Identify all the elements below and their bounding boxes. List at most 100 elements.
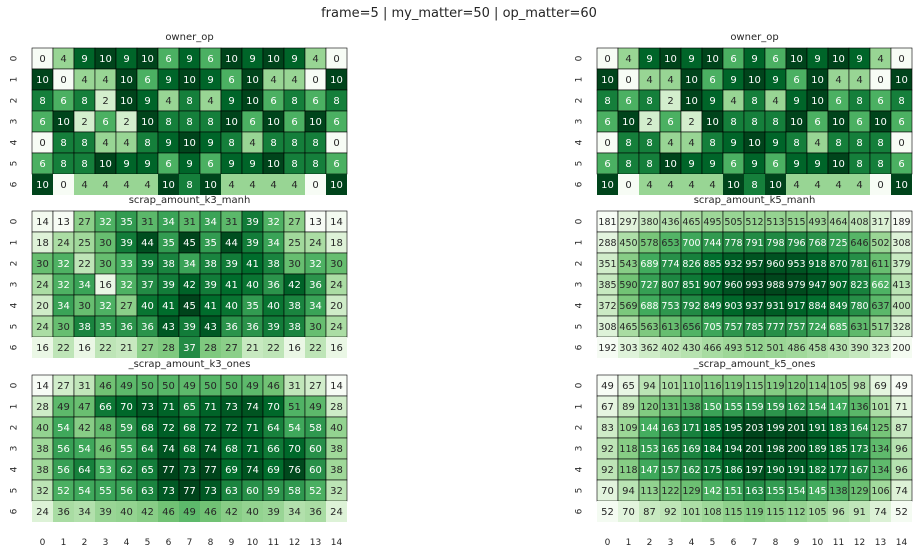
heatmap-3-value-6-13: 323	[871, 343, 889, 354]
heatmap-2-cell-6-4	[116, 337, 137, 358]
figure-suptitle: frame=5 | my_matter=50 | op_matter=60	[321, 6, 597, 21]
heatmap-5-value-0-10: 114	[808, 381, 826, 392]
heatmap-5-value-2-7: 203	[745, 423, 763, 434]
heatmap-3-value-6-8: 501	[766, 343, 784, 354]
heatmap-4-value-0-0: 14	[36, 381, 49, 392]
heatmap-0-value-2-2: 8	[81, 96, 87, 107]
heatmap-4-value-0-8: 50	[204, 381, 217, 392]
heatmap-0-value-5-14: 6	[333, 159, 339, 170]
heatmap-5-value-3-5: 184	[703, 444, 721, 455]
heatmap-5-value-0-11: 105	[829, 381, 847, 392]
heatmap-1-value-4-4: 4	[688, 138, 694, 149]
heatmap-5-value-1-4: 138	[682, 402, 700, 413]
heatmap-2-value-2-11: 38	[267, 259, 280, 270]
heatmap-5-value-6-1: 70	[622, 507, 635, 518]
heatmap-0-cell-6-6	[158, 174, 179, 195]
heatmap-3-value-2-2: 689	[640, 259, 658, 270]
heatmap-5-value-1-7: 159	[745, 402, 763, 413]
heatmap-0-value-0-2: 9	[81, 54, 87, 65]
heatmap-0-cell-6-10	[242, 174, 263, 195]
heatmap-0-value-1-2: 4	[81, 75, 87, 86]
heatmap-1-cell-6-2	[639, 174, 660, 195]
heatmap-5-value-2-11: 183	[829, 423, 847, 434]
heatmap-1-value-5-8: 6	[772, 159, 778, 170]
heatmap-4-value-5-13: 52	[309, 486, 322, 497]
heatmap-5-value-5-2: 113	[640, 486, 658, 497]
heatmap-1-value-4-7: 10	[748, 138, 761, 149]
heatmap-3-value-1-1: 450	[619, 238, 637, 249]
heatmap-5-value-5-8: 155	[766, 486, 784, 497]
heatmap-2-cell-6-0	[32, 337, 53, 358]
heatmap-1-value-1-5: 6	[709, 75, 715, 86]
heatmap-4-value-6-9: 42	[225, 507, 238, 518]
heatmap-2-value-2-14: 30	[330, 259, 343, 270]
heatmap-3-cell-6-9	[786, 337, 807, 358]
heatmap-1-title: owner_op	[730, 32, 778, 43]
heatmap-5-value-4-4: 162	[682, 465, 700, 476]
heatmap-3-ytick-5: 5	[575, 324, 585, 330]
heatmap-4-value-5-8: 73	[204, 486, 217, 497]
heatmap-0-value-5-6: 6	[165, 159, 171, 170]
heatmap-2-value-5-0: 24	[36, 322, 49, 333]
heatmap-3-value-3-9: 979	[787, 280, 805, 291]
heatmap-3-value-6-4: 430	[682, 343, 700, 354]
heatmap-1-cell-6-14	[891, 174, 912, 195]
heatmap-4-value-3-9: 68	[225, 444, 238, 455]
heatmap-4-value-5-3: 55	[99, 486, 112, 497]
heatmap-1-value-0-1: 4	[625, 54, 631, 65]
heatmap-3-value-4-11: 849	[829, 301, 847, 312]
heatmap-2-value-3-2: 34	[78, 280, 91, 291]
heatmap-1-value-6-14: 10	[895, 180, 908, 191]
heatmap-3-value-3-5: 907	[703, 280, 721, 291]
heatmap-0-cell-6-4	[116, 174, 137, 195]
heatmap-4-xtick-1: 1	[61, 538, 67, 548]
heatmap-2-cell-6-9	[221, 337, 242, 358]
heatmap-5-value-4-5: 175	[703, 465, 721, 476]
heatmap-0-value-3-13: 10	[309, 117, 322, 128]
heatmap-2-ytick-1: 1	[10, 240, 20, 246]
heatmap-5-value-5-3: 122	[661, 486, 679, 497]
heatmap-5-value-6-13: 74	[874, 507, 887, 518]
heatmap-3-value-0-13: 317	[871, 217, 889, 228]
heatmap-2-value-2-4: 33	[120, 259, 133, 270]
heatmap-3-value-3-6: 960	[724, 280, 742, 291]
heatmap-2-value-3-6: 39	[162, 280, 175, 291]
heatmap-0-value-6-0: 10	[36, 180, 49, 191]
heatmap-2-value-2-13: 32	[309, 259, 322, 270]
heatmap-2-value-0-0: 14	[36, 217, 49, 228]
heatmap-2-value-1-11: 34	[267, 238, 280, 249]
heatmap-3-value-4-14: 400	[892, 301, 910, 312]
heatmap-4-value-6-13: 36	[309, 507, 322, 518]
heatmap-0-cell-6-11	[263, 174, 284, 195]
heatmap-4-xtick-13: 13	[310, 538, 321, 548]
heatmap-4-cell-6-0	[32, 501, 53, 522]
heatmap-1-value-2-0: 8	[604, 96, 610, 107]
heatmap-5-value-1-3: 131	[661, 402, 679, 413]
heatmap-2-value-6-1: 22	[57, 343, 70, 354]
heatmap-2-value-0-2: 27	[78, 217, 91, 228]
heatmap-2-value-1-5: 44	[141, 238, 154, 249]
heatmap-5-cell-6-3	[660, 501, 681, 522]
heatmap-5-value-2-10: 191	[808, 423, 826, 434]
heatmap-4-value-5-9: 63	[225, 486, 238, 497]
heatmap-0-value-1-7: 10	[183, 75, 196, 86]
heatmap-0-value-5-4: 9	[123, 159, 129, 170]
heatmap-4-value-4-9: 69	[225, 465, 238, 476]
heatmap-5-value-2-12: 164	[850, 423, 868, 434]
heatmap-1-value-3-5: 10	[706, 117, 719, 128]
heatmap-0-value-0-0: 0	[39, 54, 45, 65]
heatmap-5-cell-6-7	[744, 501, 765, 522]
heatmap-5-ytick-6: 6	[575, 508, 585, 514]
heatmap-1-value-0-2: 9	[646, 54, 652, 65]
heatmap-1-ytick-0: 0	[575, 55, 585, 61]
heatmap-3-value-6-5: 466	[703, 343, 721, 354]
heatmap-3-cell-6-11	[828, 337, 849, 358]
heatmap-0-value-5-13: 8	[312, 159, 318, 170]
heatmap-2-value-5-1: 30	[57, 322, 70, 333]
heatmap-0-value-0-14: 0	[333, 54, 339, 65]
heatmap-1-value-1-12: 4	[856, 75, 862, 86]
heatmap-2-ytick-4: 4	[10, 302, 20, 308]
heatmap-5-value-3-4: 169	[682, 444, 700, 455]
heatmap-0-value-6-1: 0	[60, 180, 66, 191]
heatmap-5-value-1-0: 67	[601, 402, 614, 413]
